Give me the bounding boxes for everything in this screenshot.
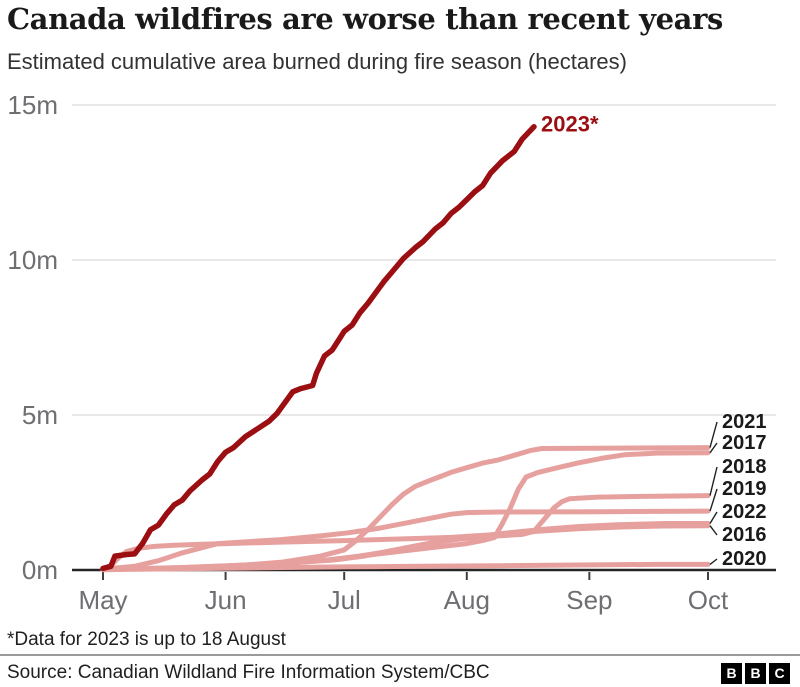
x-tick-label: Jun xyxy=(205,585,247,615)
bbc-logo-letter: C xyxy=(769,662,790,684)
bbc-logo-letter: B xyxy=(721,662,742,684)
x-tick-label: Aug xyxy=(444,585,490,615)
y-tick-label: 5m xyxy=(22,400,58,430)
line-2020 xyxy=(100,561,711,573)
line-2023 xyxy=(100,123,537,572)
line-2016 xyxy=(100,523,711,572)
page-title: Canada wildfires are worse than recent y… xyxy=(7,2,723,36)
footnote: *Data for 2023 is up to 18 August xyxy=(7,629,286,650)
series-label-2023: 2023* xyxy=(541,112,599,137)
source-row: Source: Canadian Wildland Fire Informati… xyxy=(7,660,790,686)
label-connector-2016 xyxy=(709,525,718,536)
label-connector-2022 xyxy=(709,511,718,524)
y-tick-label: 15m xyxy=(7,90,58,120)
source-label: Source: Canadian Wildland Fire Informati… xyxy=(7,662,490,683)
series-label-2017: 2017 xyxy=(722,432,767,454)
x-tick-label: Oct xyxy=(688,585,729,615)
bbc-logo-letter: B xyxy=(745,662,766,684)
y-tick-label: 10m xyxy=(7,245,58,275)
label-connector-2020 xyxy=(709,558,718,565)
series-label-2021: 2021 xyxy=(722,411,767,433)
label-connector-2018 xyxy=(709,466,718,496)
label-connector-2019 xyxy=(709,488,718,512)
series-label-2020: 2020 xyxy=(722,548,767,570)
chart-subtitle: Estimated cumulative area burned during … xyxy=(7,49,627,74)
x-tick-label: May xyxy=(78,585,127,615)
series-label-2019: 2019 xyxy=(722,478,767,500)
bbc-logo: B B C xyxy=(721,662,790,684)
series-label-2018: 2018 xyxy=(722,456,767,478)
line-2018 xyxy=(100,493,711,572)
line-2021 xyxy=(100,445,711,572)
label-connector-2021 xyxy=(709,421,718,448)
x-tick-label: Sep xyxy=(566,585,612,615)
divider-line xyxy=(0,654,800,656)
x-tick-label: Jul xyxy=(328,585,361,615)
chart-area: 0m 5m 10m 15m May Jun Jul Aug Sep Oct 2023* 2021 201… xyxy=(0,85,800,630)
series-label-2022: 2022 xyxy=(722,501,767,523)
line-2019 xyxy=(100,508,711,572)
series-label-2016: 2016 xyxy=(722,524,767,546)
label-connector-2017 xyxy=(709,442,718,454)
y-tick-label: 0m xyxy=(22,555,58,585)
